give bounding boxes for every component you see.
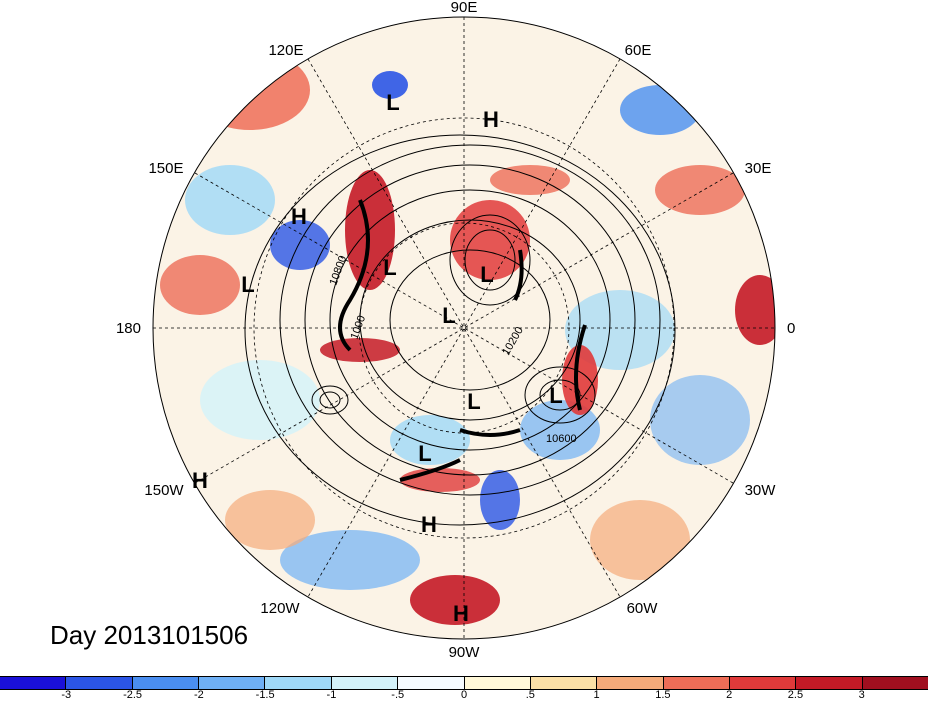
lon-label-180: 180	[116, 320, 141, 337]
colorbar-segment	[464, 677, 531, 689]
colorbar-tick-label: -3	[61, 689, 72, 701]
colorbar-segment	[331, 677, 399, 689]
colorbar-tick-labels: -3 -2.5 -2 -1.5 -1 -.5 0 .5 1 1.5 2 2.5 3	[0, 689, 928, 702]
colorbar-tick-label: 3	[858, 689, 865, 701]
colorbar-tick-label: 2	[726, 689, 733, 701]
lon-label-120e: 120E	[268, 42, 303, 59]
lon-label-30e: 30E	[745, 160, 772, 177]
lon-label-150w: 150W	[144, 482, 184, 499]
colorbar-tick-label: 0	[460, 689, 468, 701]
colorbar-segment	[530, 677, 598, 689]
low-center-label: L	[480, 262, 493, 287]
low-center-label: L	[418, 441, 431, 466]
contour-label: 10600	[546, 433, 577, 445]
low-center-label: L	[386, 90, 399, 115]
longitude-labels: 90E 60E 30E 0 30W 60W 90W 120W 150W 180 …	[116, 0, 795, 661]
colorbar-segment	[796, 677, 863, 689]
low-center-label: L	[241, 272, 254, 297]
colorbar-segment	[0, 677, 67, 689]
lon-label-120w: 120W	[260, 600, 300, 617]
colorbar-segment	[265, 677, 332, 689]
day-title: Day 2013101506	[50, 620, 249, 650]
pressure-centers: L H H L L L L L L L H H H	[192, 90, 563, 626]
colorbar-tick-label: -1.5	[255, 689, 275, 701]
low-center-label: L	[467, 389, 480, 414]
map-boundary	[152, 16, 776, 640]
height-contours	[244, 134, 676, 526]
low-center-label: L	[383, 255, 396, 280]
lon-label-30w: 30W	[745, 482, 777, 499]
colorbar-tick-label: -.5	[391, 689, 405, 701]
colorbar-segment	[862, 677, 928, 689]
colorbar-segment	[66, 677, 133, 689]
lon-label-0: 0	[787, 320, 795, 337]
low-center-label: L	[442, 303, 455, 328]
high-center-label: H	[483, 107, 499, 132]
colorbar-segment	[729, 677, 797, 689]
colorbar-tick-label: .5	[525, 689, 535, 701]
colorbar-tick-label: 1	[593, 689, 600, 701]
lon-label-150e: 150E	[148, 160, 183, 177]
lon-label-90e: 90E	[451, 0, 478, 16]
colorbar-segment	[398, 677, 465, 689]
high-center-label: H	[192, 468, 208, 493]
colorbar-tick-label: -2	[193, 689, 204, 701]
colorbar-tick-label: 1.5	[655, 689, 671, 701]
colorbar-tick-label: 2.5	[787, 689, 804, 701]
low-center-label: L	[549, 383, 562, 408]
colorbar-segment	[132, 677, 200, 689]
lon-label-60w: 60W	[627, 600, 659, 617]
lon-label-90w: 90W	[449, 644, 481, 661]
colorbar-segment	[199, 677, 266, 689]
colorbar-tick-label: -1	[326, 689, 337, 701]
graticule	[153, 17, 775, 639]
colorbar-segment	[597, 677, 664, 689]
colorbar-segment	[663, 677, 730, 689]
high-center-label: H	[291, 204, 307, 229]
lon-label-60e: 60E	[625, 42, 652, 59]
high-center-label: H	[453, 601, 469, 626]
colorbar-tick-label: -2.5	[123, 689, 143, 701]
jet-contours	[338, 199, 587, 482]
colorbar	[0, 676, 928, 690]
high-center-label: H	[421, 512, 437, 537]
